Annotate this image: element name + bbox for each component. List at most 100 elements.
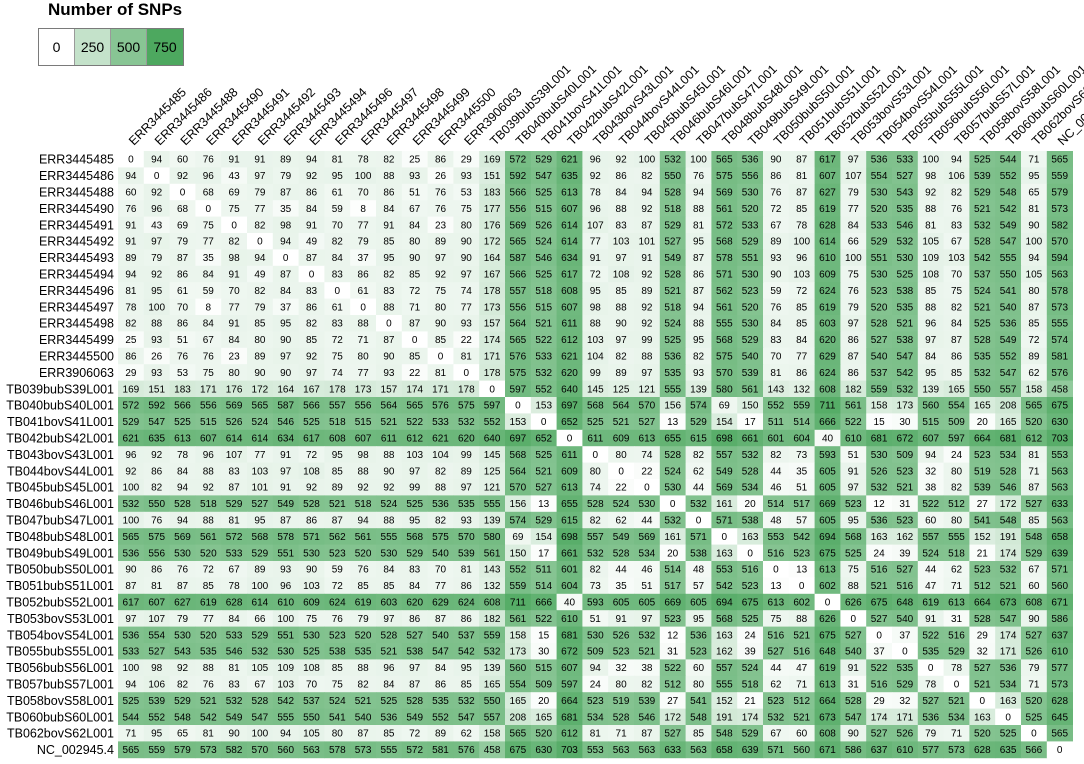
heatmap-cell bbox=[350, 643, 377, 660]
heatmap-cell-value: 563 bbox=[639, 745, 656, 756]
heatmap-cell-value: 151 bbox=[148, 384, 165, 395]
heatmap-cell-value: 79 bbox=[151, 253, 163, 264]
heatmap-cell bbox=[814, 397, 841, 414]
heatmap-cell bbox=[892, 528, 919, 545]
heatmap-cell-value: 91 bbox=[590, 253, 602, 264]
heatmap-cell bbox=[143, 479, 170, 496]
heatmap-cell bbox=[453, 675, 480, 693]
heatmap-cell bbox=[556, 183, 583, 201]
heatmap-cell-value: 557 bbox=[587, 532, 604, 543]
heatmap-cell bbox=[1021, 462, 1048, 480]
heatmap-cell-value: 86 bbox=[435, 680, 447, 691]
heatmap-cell bbox=[298, 364, 325, 381]
heatmap-cell-value: 90 bbox=[435, 319, 447, 330]
heatmap-cell bbox=[685, 200, 712, 217]
heatmap-cell-value: 527 bbox=[768, 647, 785, 658]
heatmap-cell-value: 0 bbox=[231, 220, 237, 231]
heatmap-cell-value: 107 bbox=[226, 450, 243, 461]
heatmap-cell bbox=[221, 282, 248, 299]
heatmap-cell bbox=[350, 511, 377, 529]
heatmap-cell bbox=[221, 593, 248, 611]
row-label: TB045bubS45L001 bbox=[6, 481, 114, 495]
heatmap-cell-value: 85 bbox=[796, 319, 808, 330]
heatmap-cell bbox=[892, 659, 919, 677]
heatmap-cell bbox=[866, 561, 893, 578]
heatmap-cell bbox=[763, 610, 790, 627]
heatmap-cell-value: 626 bbox=[845, 598, 862, 609]
heatmap-cell bbox=[247, 626, 274, 644]
heatmap-cell bbox=[169, 413, 196, 431]
heatmap-cell-value: 529 bbox=[252, 548, 269, 559]
heatmap-cell bbox=[634, 577, 661, 595]
heatmap-cell bbox=[530, 511, 557, 529]
heatmap-cell-value: 620 bbox=[561, 368, 578, 379]
heatmap-cell-value: 529 bbox=[664, 220, 681, 231]
heatmap-cell bbox=[608, 626, 635, 644]
heatmap-cell bbox=[1046, 298, 1073, 316]
heatmap-cell-value: 527 bbox=[871, 729, 888, 740]
heatmap-cell bbox=[453, 364, 480, 381]
heatmap-cell bbox=[608, 200, 635, 217]
heatmap-cell bbox=[169, 380, 196, 398]
heatmap-cell-value: 524 bbox=[922, 548, 939, 559]
heatmap-cell-value: 24 bbox=[590, 680, 602, 691]
heatmap-cell-value: 518 bbox=[664, 204, 681, 215]
heatmap-cell bbox=[505, 315, 532, 332]
heatmap-cell bbox=[711, 462, 738, 480]
heatmap-cell bbox=[118, 216, 145, 234]
heatmap-cell bbox=[866, 298, 893, 316]
heatmap-cell-value: 527 bbox=[1026, 499, 1043, 510]
heatmap-cell bbox=[788, 544, 815, 562]
heatmap-cell bbox=[1046, 265, 1073, 283]
heatmap-cell bbox=[298, 380, 325, 398]
heatmap-cell-value: 95 bbox=[254, 516, 266, 527]
heatmap-cell-value: 603 bbox=[819, 319, 836, 330]
heatmap-cell-value: 563 bbox=[613, 745, 630, 756]
heatmap-cell-value: 523 bbox=[897, 516, 914, 527]
heatmap-cell-value: 83 bbox=[409, 565, 421, 576]
heatmap-cell-value: 100 bbox=[148, 302, 165, 313]
heatmap-cell-value: 524 bbox=[742, 663, 759, 674]
heatmap-cell-value: 610 bbox=[819, 253, 836, 264]
heatmap-cell-value: 569 bbox=[639, 532, 656, 543]
heatmap-cell-value: 90 bbox=[848, 729, 860, 740]
heatmap-cell-value: 554 bbox=[510, 680, 527, 691]
heatmap-cell-value: 98 bbox=[925, 171, 937, 182]
heatmap-cell-value: 13 bbox=[667, 417, 679, 428]
heatmap-cell-value: 95 bbox=[925, 368, 937, 379]
heatmap-cell-value: 96 bbox=[383, 663, 395, 674]
heatmap-cell bbox=[221, 167, 248, 185]
heatmap-cell-value: 75 bbox=[770, 614, 782, 625]
heatmap-cell bbox=[143, 183, 170, 201]
heatmap-cell bbox=[711, 610, 738, 627]
heatmap-cell-value: 89 bbox=[1028, 352, 1040, 363]
row-label: ERR3445490 bbox=[39, 202, 114, 216]
heatmap-cell-value: 610 bbox=[561, 614, 578, 625]
heatmap-cell bbox=[350, 610, 377, 627]
heatmap-cell-value: 83 bbox=[383, 286, 395, 297]
heatmap-cell-value: 628 bbox=[819, 220, 836, 231]
heatmap-cell-value: 624 bbox=[458, 598, 475, 609]
heatmap-cell-value: 661 bbox=[561, 548, 578, 559]
heatmap-cell bbox=[401, 511, 428, 529]
heatmap-cell bbox=[247, 610, 274, 627]
row-label: TB044bovS44L001 bbox=[7, 464, 114, 478]
heatmap-cell-value: 97 bbox=[409, 663, 421, 674]
heatmap-cell-value: 619 bbox=[819, 204, 836, 215]
heatmap-cell bbox=[427, 577, 454, 595]
heatmap-cell-value: 81 bbox=[1028, 204, 1040, 215]
heatmap-cell-value: 559 bbox=[148, 745, 165, 756]
heatmap-cell-value: 530 bbox=[381, 548, 398, 559]
heatmap-cell bbox=[453, 462, 480, 480]
heatmap-cell bbox=[376, 200, 403, 217]
heatmap-cell bbox=[479, 397, 506, 414]
heatmap-cell bbox=[659, 561, 686, 578]
heatmap-cell bbox=[427, 462, 454, 480]
heatmap-cell bbox=[272, 561, 299, 578]
heatmap-cell bbox=[814, 265, 841, 283]
heatmap-cell bbox=[788, 413, 815, 431]
heatmap-cell bbox=[1046, 561, 1073, 578]
heatmap-cell bbox=[866, 429, 893, 447]
heatmap-cell-value: 92 bbox=[641, 302, 653, 313]
heatmap-cell-value: 535 bbox=[432, 696, 449, 707]
